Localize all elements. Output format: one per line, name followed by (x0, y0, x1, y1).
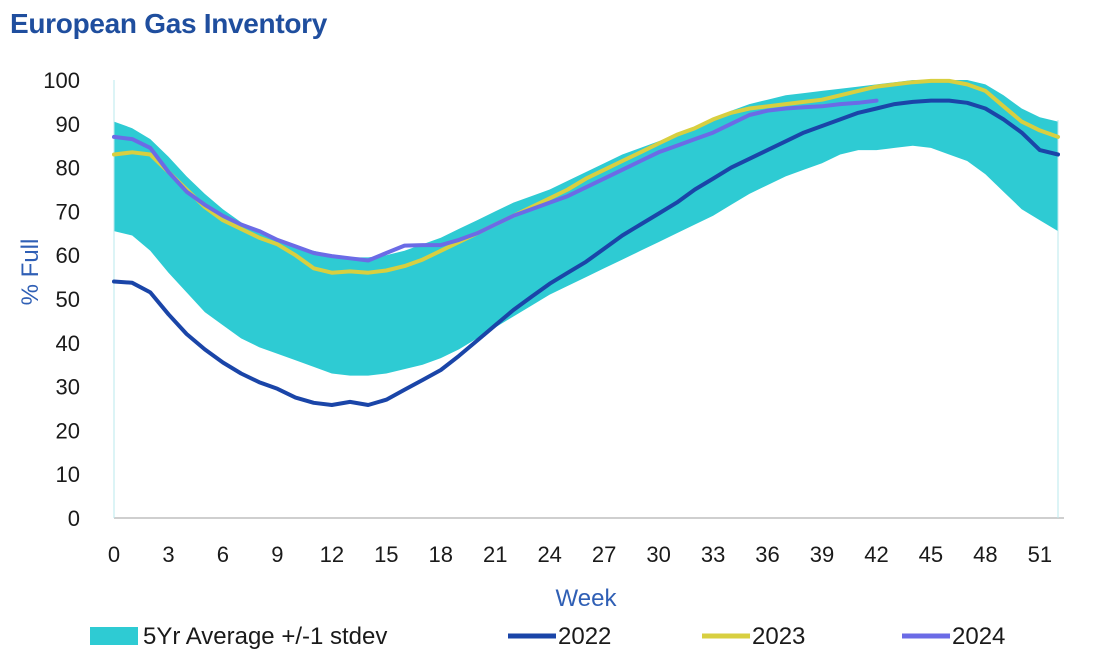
y-tick-label: 0 (68, 506, 80, 531)
y-axis-label: % Full (17, 239, 44, 306)
y-tick-label: 30 (56, 375, 80, 400)
y-tick-label: 40 (56, 331, 80, 356)
series-layer (112, 78, 1060, 407)
x-tick-label: 0 (108, 542, 120, 567)
y-tick-label: 90 (56, 112, 80, 137)
y-tick-label: 10 (56, 462, 80, 487)
x-tick-label: 33 (701, 542, 725, 567)
series-line-2024 (112, 98, 879, 263)
x-tick-label: 39 (810, 542, 834, 567)
x-tick-label: 42 (864, 542, 888, 567)
legend-label-2022: 2022 (558, 623, 611, 650)
y-tick-label: 70 (56, 199, 80, 224)
series-line-2023 (112, 78, 1060, 275)
legend: 5Yr Average +/-1 stdev 2022 2023 2024 (90, 623, 1005, 650)
x-tick-label: 36 (755, 542, 779, 567)
x-tick-label: 15 (374, 542, 398, 567)
y-tick-label: 60 (56, 243, 80, 268)
x-tick-label: 27 (592, 542, 616, 567)
x-tick-label: 24 (537, 542, 561, 567)
stdev-band (114, 80, 1058, 376)
y-tick-label: 100 (43, 68, 80, 93)
band-layer (114, 80, 1058, 376)
x-tick-label: 21 (483, 542, 507, 567)
y-tick-label: 20 (56, 418, 80, 443)
chart-title: European Gas Inventory (10, 8, 328, 39)
y-tick-label: 80 (56, 156, 80, 181)
x-tick-label: 48 (973, 542, 997, 567)
x-tick-label: 12 (320, 542, 344, 567)
series-line-2022 (112, 98, 1060, 407)
x-tick-label: 9 (271, 542, 283, 567)
legend-swatch-band (90, 627, 138, 645)
legend-label-band: 5Yr Average +/-1 stdev (143, 623, 387, 650)
legend-label-2024: 2024 (952, 623, 1005, 650)
y-tick-label: 50 (56, 287, 80, 312)
x-tick-label: 6 (217, 542, 229, 567)
x-tick-label: 18 (429, 542, 453, 567)
x-tick-label: 45 (919, 542, 943, 567)
x-tick-label: 3 (162, 542, 174, 567)
x-axis-label: Week (556, 585, 618, 612)
legend-label-2023: 2023 (752, 623, 805, 650)
x-tick-label: 30 (646, 542, 670, 567)
x-tick-label: 51 (1028, 542, 1052, 567)
